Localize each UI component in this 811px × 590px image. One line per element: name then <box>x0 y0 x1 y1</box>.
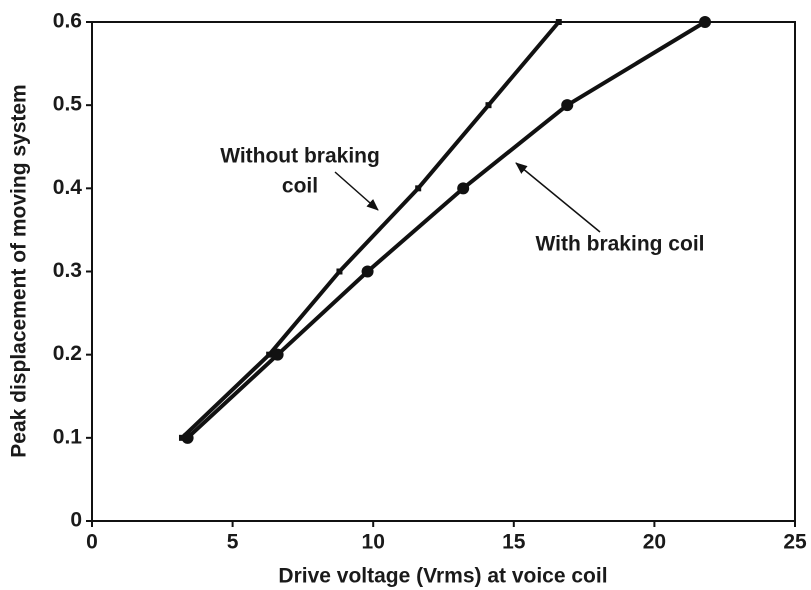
y-tick-label: 0.5 <box>53 93 83 116</box>
annotation-arrow <box>334 171 379 211</box>
annotation-text: coil <box>282 175 318 198</box>
y-tick-label: 0.4 <box>53 176 83 199</box>
x-tick-label: 20 <box>643 531 666 554</box>
y-axis-label: Peak displacement of moving system <box>8 84 31 457</box>
data-point <box>271 348 284 361</box>
x-tick-label: 5 <box>227 531 239 554</box>
y-tick-label: 0.2 <box>53 342 82 365</box>
x-tick-label: 0 <box>86 531 98 554</box>
x-tick-label: 25 <box>783 531 807 554</box>
x-axis-label: Drive voltage (Vrms) at voice coil <box>278 565 607 588</box>
data-point <box>361 265 374 278</box>
x-tick-label: 15 <box>502 531 526 554</box>
data-point <box>336 268 343 275</box>
data-point <box>699 16 712 28</box>
data-point <box>415 185 422 192</box>
annotation: Without braking coil <box>220 145 380 198</box>
annotation: With braking coil <box>536 233 705 256</box>
y-tick-label: 0.6 <box>53 10 82 33</box>
y-tick-label: 0 <box>70 509 82 532</box>
data-point <box>266 351 273 358</box>
series-line <box>180 20 561 440</box>
data-point <box>555 19 562 25</box>
annotation-arrow <box>515 162 601 233</box>
data-point <box>457 182 470 195</box>
annotation-text: Without braking <box>220 145 380 168</box>
plot-frame <box>91 21 796 522</box>
annotation-text: With braking coil <box>536 233 705 256</box>
y-tick-label: 0.1 <box>53 425 83 448</box>
data-point <box>485 102 492 109</box>
data-point <box>181 431 194 444</box>
x-tick-label: 10 <box>362 531 385 554</box>
data-point <box>561 99 574 112</box>
y-tick-label: 0.3 <box>53 259 82 282</box>
series-line <box>186 20 707 440</box>
